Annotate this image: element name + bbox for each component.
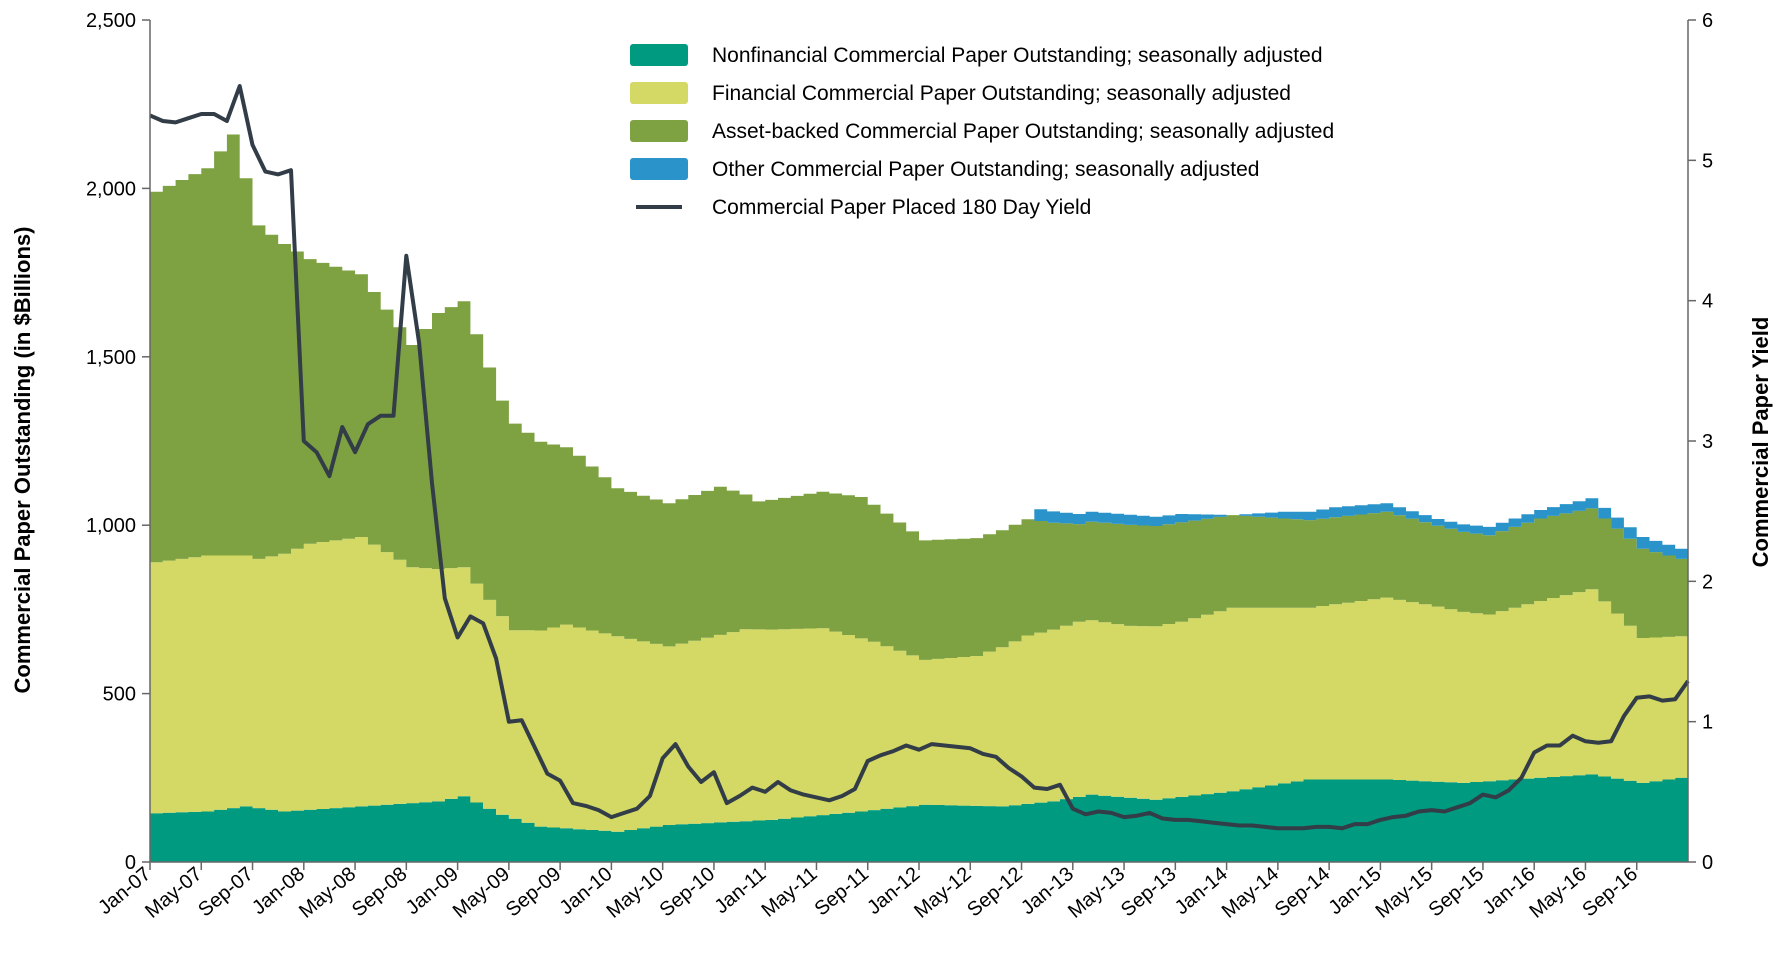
y-right-tick-label: 6 xyxy=(1702,10,1713,32)
area-nonfinancial xyxy=(150,774,1688,862)
x-tick-label: May-16 xyxy=(1525,863,1590,923)
x-tick-label: Sep-08 xyxy=(348,863,412,921)
x-tick-label: Sep-15 xyxy=(1425,863,1489,921)
legend: Nonfinancial Commercial Paper Outstandin… xyxy=(630,44,1334,219)
area-financial xyxy=(150,537,1688,832)
y-axis-right-title: Commercial Paper Yield xyxy=(1748,317,1773,568)
legend-label: Nonfinancial Commercial Paper Outstandin… xyxy=(712,44,1323,67)
y-left-tick-label: 2,500 xyxy=(86,10,136,32)
y-left-tick-label: 2,000 xyxy=(86,178,136,200)
legend-label: Asset-backed Commercial Paper Outstandin… xyxy=(712,120,1334,143)
y-left-tick-label: 0 xyxy=(125,852,136,874)
legend-swatch xyxy=(630,158,688,180)
y-left-tick-label: 1,500 xyxy=(86,347,136,369)
x-tick-label: May-13 xyxy=(1064,863,1129,923)
legend-label: Commercial Paper Placed 180 Day Yield xyxy=(712,196,1091,219)
area-asset-backed xyxy=(150,134,1688,660)
x-tick-label: Sep-07 xyxy=(194,863,258,921)
legend-label: Other Commercial Paper Outstanding; seas… xyxy=(712,158,1259,181)
x-tick-label: Sep-14 xyxy=(1271,863,1335,921)
x-tick-label: Sep-09 xyxy=(502,863,566,921)
x-tick-label: Sep-11 xyxy=(811,863,873,920)
y-left-tick-label: 1,000 xyxy=(86,515,136,537)
y-right-tick-label: 5 xyxy=(1702,150,1713,172)
legend-label: Financial Commercial Paper Outstanding; … xyxy=(712,82,1291,105)
x-tick-label: Sep-10 xyxy=(656,863,720,921)
yield-line xyxy=(149,84,1690,831)
x-tick-label: May-12 xyxy=(910,863,975,923)
yield-line-layer xyxy=(149,84,1690,831)
legend-swatch xyxy=(630,120,688,142)
x-tick-label: May-11 xyxy=(758,863,822,922)
y-right-tick-label: 3 xyxy=(1702,431,1713,453)
x-tick-label: Sep-16 xyxy=(1578,863,1642,921)
legend-swatch xyxy=(630,44,688,66)
x-tick-label: May-10 xyxy=(603,863,668,923)
x-tick-label: May-09 xyxy=(449,863,514,923)
y-right-tick-label: 2 xyxy=(1702,571,1713,593)
x-tick-label: Sep-12 xyxy=(963,863,1027,921)
x-tick-label: Sep-13 xyxy=(1117,863,1181,921)
y-axis-left-title: Commercial Paper Outstanding (in $Billio… xyxy=(10,227,35,694)
y-left-tick-label: 500 xyxy=(103,684,136,706)
y-right-tick-label: 1 xyxy=(1702,712,1713,734)
x-tick-label: May-14 xyxy=(1218,863,1283,923)
x-tick-label: May-07 xyxy=(141,863,206,923)
y-right-tick-label: 4 xyxy=(1702,291,1713,313)
area-other xyxy=(150,134,1688,559)
x-tick-label: May-08 xyxy=(295,863,360,923)
x-tick-label: May-15 xyxy=(1372,863,1437,923)
y-right-tick-label: 0 xyxy=(1702,852,1713,874)
stacked-area-layer xyxy=(150,134,1688,862)
legend-swatch xyxy=(630,82,688,104)
